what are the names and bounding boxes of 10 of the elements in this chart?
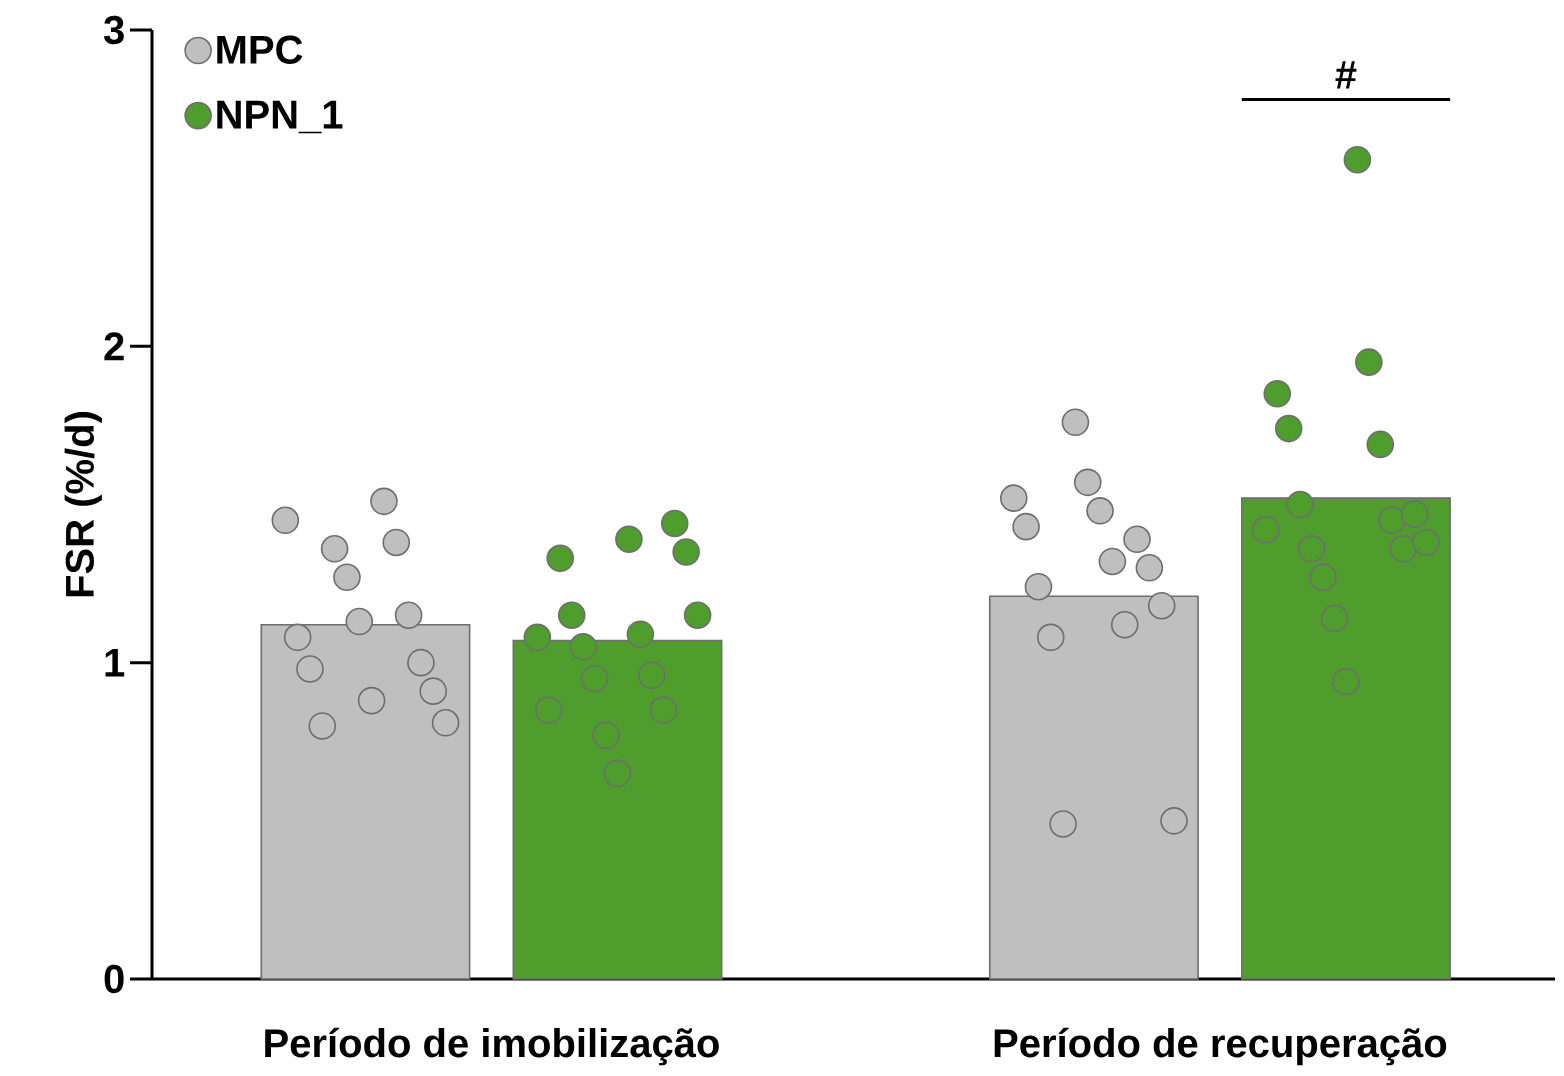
annotation: # bbox=[1335, 61, 1357, 89]
y-tick-label: 1 bbox=[105, 648, 125, 677]
y-tick-label: 0 bbox=[104, 964, 124, 994]
x-tick-label: Período de recuperação bbox=[994, 1027, 1447, 1066]
y-tick-label: 2 bbox=[104, 332, 124, 361]
legend-label: MPC bbox=[217, 35, 303, 64]
y-axis-title: FSR (%/d) bbox=[64, 412, 102, 597]
legend-label: NPN_1 bbox=[217, 100, 343, 134]
x-tick-label: Período de imobilização bbox=[265, 1027, 719, 1066]
y-tick-label: 3 bbox=[103, 15, 124, 45]
